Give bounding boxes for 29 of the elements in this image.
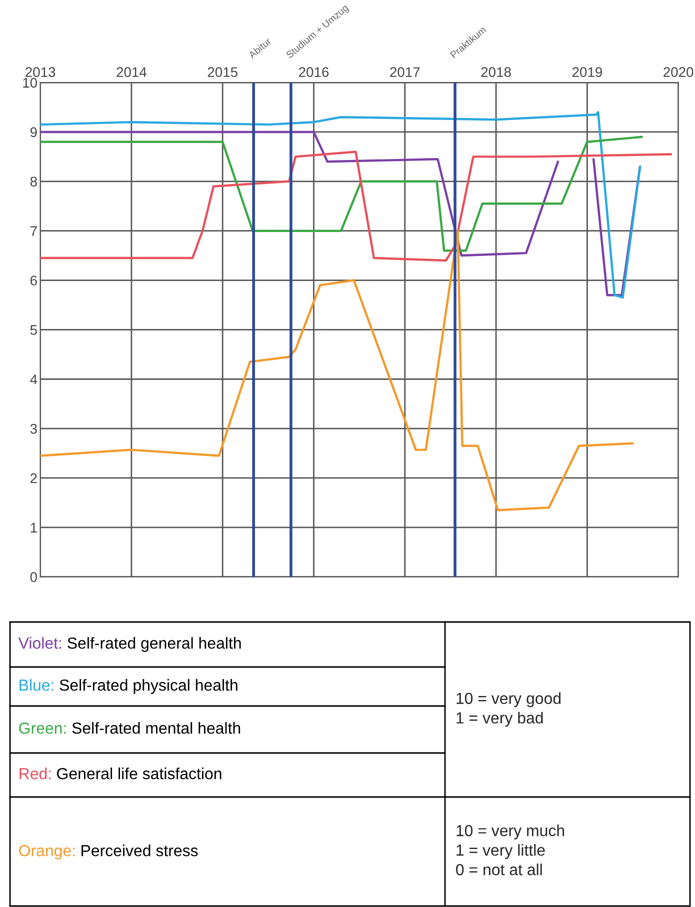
y-tick-label: 1 — [30, 522, 37, 532]
y-tick-label: 4 — [30, 374, 38, 384]
line-series — [40, 150, 672, 262]
y-tick-label: 6 — [30, 276, 37, 286]
y-tick-label: 5 — [30, 325, 37, 335]
y-tick-label: 8 — [30, 176, 37, 187]
x-tick-label: 2018 — [481, 67, 511, 78]
x-tick-label: 2013 — [26, 67, 56, 78]
text: Red: General life satisfaction — [20, 768, 222, 780]
x-tick-label: 2020 — [664, 67, 694, 78]
x-tick-label: 2014 — [116, 67, 146, 78]
y-tick-label: 9 — [30, 127, 37, 138]
x-tick-label: 2019 — [572, 67, 602, 78]
y-tick-label: 10 — [23, 78, 37, 88]
text: Blue: Self-rated physical health — [20, 679, 238, 694]
line-series — [40, 230, 634, 512]
y-tick-label: 7 — [30, 226, 37, 236]
y-tick-label: 0 — [30, 572, 37, 582]
x-tick-label: 2015 — [208, 67, 238, 78]
x-tick-label: 2017 — [390, 67, 420, 78]
y-tick-label: 3 — [30, 424, 37, 434]
line-series — [40, 136, 643, 252]
text: 10 = very much 1 = very little 0 = not at all — [456, 824, 564, 876]
x-tick-label: 2016 — [298, 67, 329, 78]
text: Violet: Self-rated general health — [18, 637, 241, 652]
y-tick-label: 2 — [30, 473, 37, 484]
text: 10 = very good 1 = very bad — [456, 692, 561, 727]
text: Orange: Perceived stress — [19, 844, 198, 860]
text: Green: Self-rated mental health — [19, 722, 240, 734]
